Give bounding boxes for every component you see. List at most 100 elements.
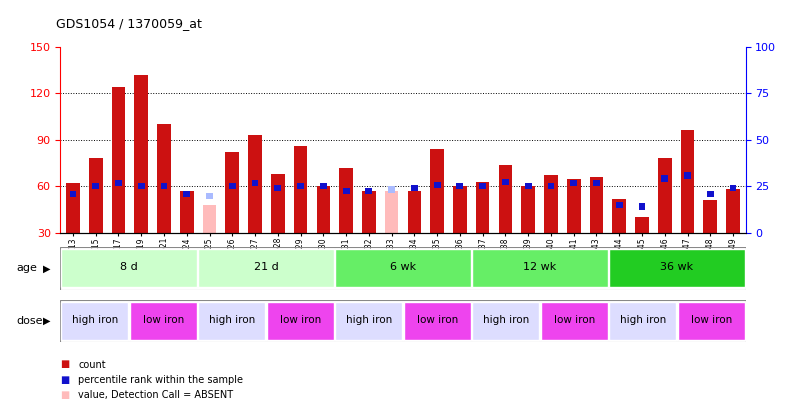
Bar bbox=[525, 183, 532, 190]
Bar bbox=[274, 185, 281, 191]
Bar bbox=[135, 75, 148, 233]
Bar bbox=[251, 180, 259, 186]
Bar bbox=[472, 302, 539, 340]
Bar bbox=[613, 199, 626, 233]
Bar bbox=[681, 130, 694, 233]
Bar bbox=[726, 190, 740, 233]
Text: 36 wk: 36 wk bbox=[660, 262, 694, 273]
Bar bbox=[521, 186, 535, 233]
Bar bbox=[411, 185, 418, 191]
Text: low iron: low iron bbox=[417, 315, 458, 325]
Text: percentile rank within the sample: percentile rank within the sample bbox=[78, 375, 243, 385]
Bar bbox=[662, 175, 668, 181]
Bar bbox=[69, 191, 77, 197]
Bar bbox=[472, 249, 608, 288]
Bar bbox=[384, 191, 398, 233]
Bar bbox=[61, 249, 197, 288]
Bar bbox=[609, 302, 676, 340]
Text: 6 wk: 6 wk bbox=[390, 262, 416, 273]
Text: ■: ■ bbox=[60, 360, 69, 369]
Bar bbox=[362, 191, 376, 233]
Bar bbox=[502, 179, 509, 185]
Bar bbox=[66, 183, 80, 233]
Text: high iron: high iron bbox=[72, 315, 118, 325]
Text: 21 d: 21 d bbox=[254, 262, 278, 273]
Bar bbox=[267, 302, 334, 340]
Bar bbox=[320, 183, 326, 190]
Text: ■: ■ bbox=[60, 390, 69, 400]
Bar bbox=[317, 186, 330, 233]
Text: value, Detection Call = ABSENT: value, Detection Call = ABSENT bbox=[78, 390, 233, 400]
Bar bbox=[183, 191, 190, 197]
Bar bbox=[160, 183, 168, 190]
Bar bbox=[229, 183, 235, 190]
Bar bbox=[198, 302, 265, 340]
Bar bbox=[541, 302, 608, 340]
Text: age: age bbox=[16, 263, 37, 273]
Bar bbox=[434, 181, 441, 188]
Bar bbox=[335, 249, 471, 288]
Bar bbox=[89, 158, 102, 233]
Text: 12 wk: 12 wk bbox=[523, 262, 557, 273]
Bar bbox=[729, 185, 737, 191]
Bar bbox=[343, 188, 350, 194]
Bar bbox=[115, 180, 122, 186]
Bar bbox=[198, 249, 334, 288]
Bar bbox=[112, 87, 125, 233]
Bar bbox=[297, 183, 304, 190]
Text: high iron: high iron bbox=[483, 315, 529, 325]
Bar bbox=[590, 177, 604, 233]
Bar bbox=[499, 164, 513, 233]
Bar bbox=[678, 302, 745, 340]
Bar bbox=[704, 200, 717, 233]
Bar bbox=[226, 152, 239, 233]
Bar bbox=[571, 180, 577, 186]
Bar bbox=[567, 179, 580, 233]
Bar bbox=[707, 191, 713, 197]
Bar bbox=[93, 183, 99, 190]
Bar bbox=[248, 135, 262, 233]
Bar bbox=[206, 192, 213, 199]
Text: low iron: low iron bbox=[280, 315, 321, 325]
Text: high iron: high iron bbox=[209, 315, 255, 325]
Text: ▶: ▶ bbox=[43, 316, 50, 326]
Bar bbox=[476, 181, 489, 233]
Bar bbox=[430, 149, 444, 233]
Text: dose: dose bbox=[16, 316, 43, 326]
Bar bbox=[388, 186, 395, 192]
Bar bbox=[404, 302, 471, 340]
Text: low iron: low iron bbox=[554, 315, 595, 325]
Bar bbox=[138, 183, 144, 190]
Bar bbox=[293, 146, 307, 233]
Bar bbox=[544, 175, 558, 233]
Bar bbox=[635, 217, 649, 233]
Bar bbox=[180, 191, 193, 233]
Bar bbox=[339, 168, 353, 233]
Bar bbox=[157, 124, 171, 233]
Bar bbox=[453, 186, 467, 233]
Bar bbox=[609, 249, 745, 288]
Bar bbox=[408, 191, 422, 233]
Bar bbox=[616, 202, 623, 208]
Text: low iron: low iron bbox=[143, 315, 184, 325]
Text: low iron: low iron bbox=[691, 315, 732, 325]
Bar bbox=[547, 183, 555, 190]
Bar bbox=[684, 173, 691, 179]
Text: high iron: high iron bbox=[620, 315, 666, 325]
Text: count: count bbox=[78, 360, 106, 369]
Bar bbox=[365, 188, 372, 194]
Bar bbox=[335, 302, 402, 340]
Text: GDS1054 / 1370059_at: GDS1054 / 1370059_at bbox=[56, 17, 202, 30]
Text: ▶: ▶ bbox=[43, 263, 50, 273]
Bar bbox=[480, 183, 486, 190]
Text: 8 d: 8 d bbox=[120, 262, 138, 273]
Bar bbox=[593, 180, 600, 186]
Bar bbox=[271, 174, 285, 233]
Bar bbox=[202, 205, 216, 233]
Bar bbox=[130, 302, 197, 340]
Bar bbox=[658, 158, 671, 233]
Text: ■: ■ bbox=[60, 375, 69, 385]
Text: high iron: high iron bbox=[346, 315, 392, 325]
Bar bbox=[61, 302, 128, 340]
Bar bbox=[638, 203, 646, 210]
